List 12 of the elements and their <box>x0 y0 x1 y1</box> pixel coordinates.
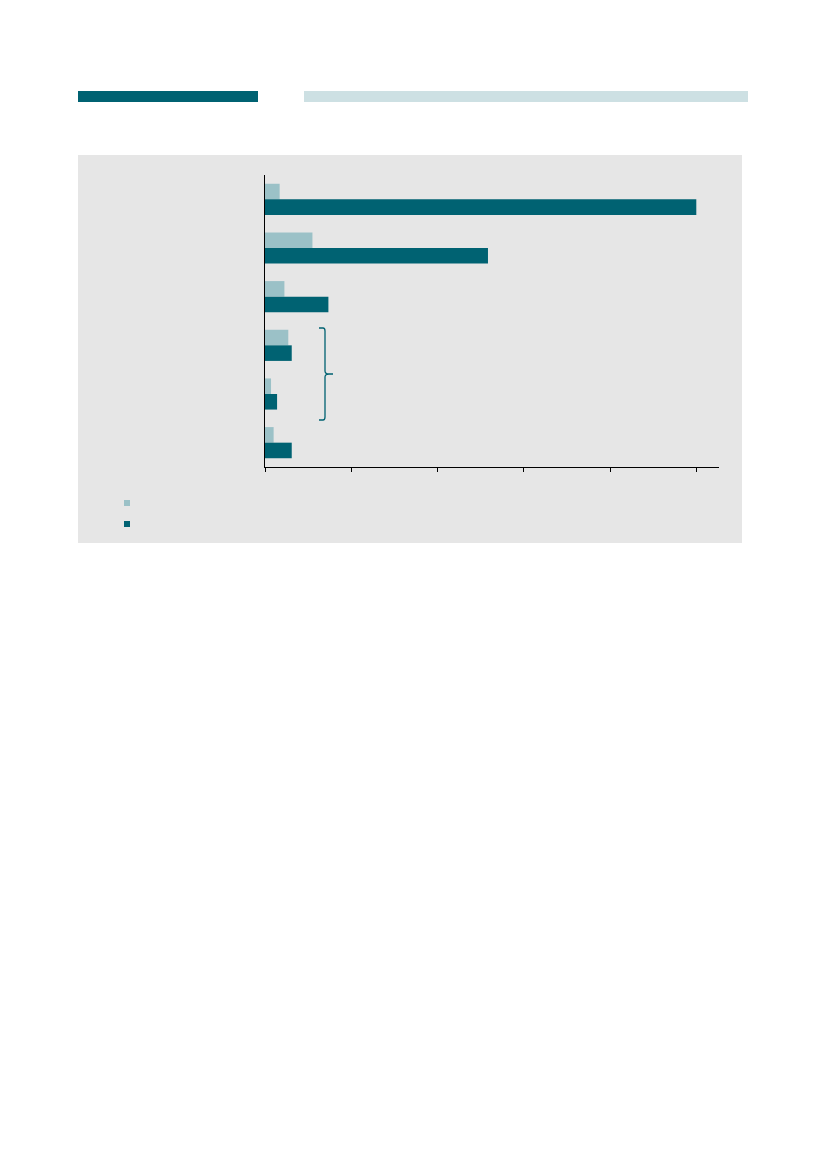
bar <box>265 199 697 215</box>
bar <box>265 232 313 248</box>
bar <box>265 329 289 346</box>
bar <box>265 394 278 410</box>
bar <box>265 442 292 459</box>
bar <box>265 281 285 297</box>
bar <box>265 296 329 313</box>
bar <box>265 427 274 443</box>
bar <box>265 345 292 361</box>
bar <box>265 248 488 264</box>
bar <box>265 183 280 200</box>
bar <box>265 378 272 394</box>
